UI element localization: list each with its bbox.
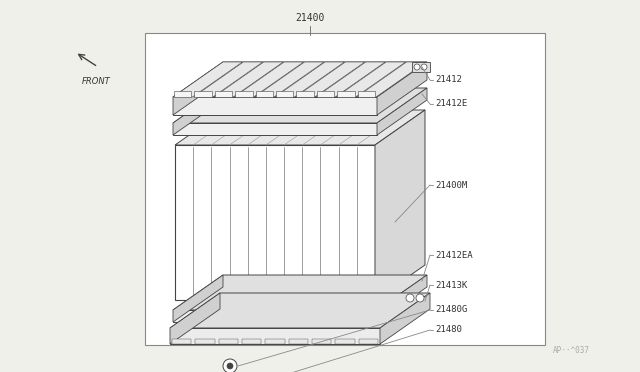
Circle shape xyxy=(223,359,237,372)
Polygon shape xyxy=(234,62,303,97)
Polygon shape xyxy=(377,62,427,115)
Polygon shape xyxy=(377,275,427,322)
Polygon shape xyxy=(173,310,377,322)
Circle shape xyxy=(414,64,420,70)
Polygon shape xyxy=(316,62,385,97)
Polygon shape xyxy=(242,339,261,344)
Text: 21480G: 21480G xyxy=(435,305,467,314)
Polygon shape xyxy=(173,88,223,135)
Polygon shape xyxy=(173,123,377,135)
Polygon shape xyxy=(219,339,238,344)
Text: 21413K: 21413K xyxy=(435,280,467,289)
Text: 21412E: 21412E xyxy=(435,99,467,109)
Text: FRONT: FRONT xyxy=(82,77,110,86)
Text: AP··^037: AP··^037 xyxy=(553,346,590,355)
Polygon shape xyxy=(170,293,430,328)
Polygon shape xyxy=(236,91,253,97)
Polygon shape xyxy=(173,62,243,97)
Polygon shape xyxy=(356,62,426,97)
Polygon shape xyxy=(312,339,332,344)
Polygon shape xyxy=(335,339,355,344)
Polygon shape xyxy=(380,293,430,344)
Circle shape xyxy=(227,363,233,369)
Polygon shape xyxy=(195,339,214,344)
Polygon shape xyxy=(255,91,273,97)
Polygon shape xyxy=(289,339,308,344)
Polygon shape xyxy=(358,339,378,344)
Polygon shape xyxy=(173,62,427,97)
Text: 21480: 21480 xyxy=(435,326,462,334)
Polygon shape xyxy=(193,62,263,97)
Polygon shape xyxy=(175,110,425,145)
Polygon shape xyxy=(170,328,380,344)
Polygon shape xyxy=(276,91,293,97)
Polygon shape xyxy=(173,275,223,322)
Polygon shape xyxy=(296,62,365,97)
Polygon shape xyxy=(296,91,314,97)
Polygon shape xyxy=(174,91,191,97)
Text: 21412EA: 21412EA xyxy=(435,250,472,260)
Polygon shape xyxy=(412,62,430,72)
Polygon shape xyxy=(275,62,344,97)
Polygon shape xyxy=(375,110,425,300)
Circle shape xyxy=(406,294,414,302)
Polygon shape xyxy=(336,62,406,97)
Circle shape xyxy=(416,294,424,302)
Polygon shape xyxy=(266,339,285,344)
Polygon shape xyxy=(215,91,232,97)
Polygon shape xyxy=(337,91,355,97)
Polygon shape xyxy=(173,275,427,310)
Polygon shape xyxy=(195,91,212,97)
Polygon shape xyxy=(377,88,427,135)
Polygon shape xyxy=(175,145,375,300)
Circle shape xyxy=(421,64,427,70)
Polygon shape xyxy=(255,62,324,97)
Polygon shape xyxy=(173,62,223,115)
Polygon shape xyxy=(358,91,375,97)
Polygon shape xyxy=(170,293,220,344)
Polygon shape xyxy=(172,339,191,344)
Polygon shape xyxy=(173,88,427,123)
Polygon shape xyxy=(214,62,284,97)
Text: 21400M: 21400M xyxy=(435,180,467,189)
Polygon shape xyxy=(173,97,377,115)
Polygon shape xyxy=(317,91,334,97)
Text: 21400: 21400 xyxy=(295,13,324,23)
Polygon shape xyxy=(145,33,545,345)
Text: 21412: 21412 xyxy=(435,76,462,84)
